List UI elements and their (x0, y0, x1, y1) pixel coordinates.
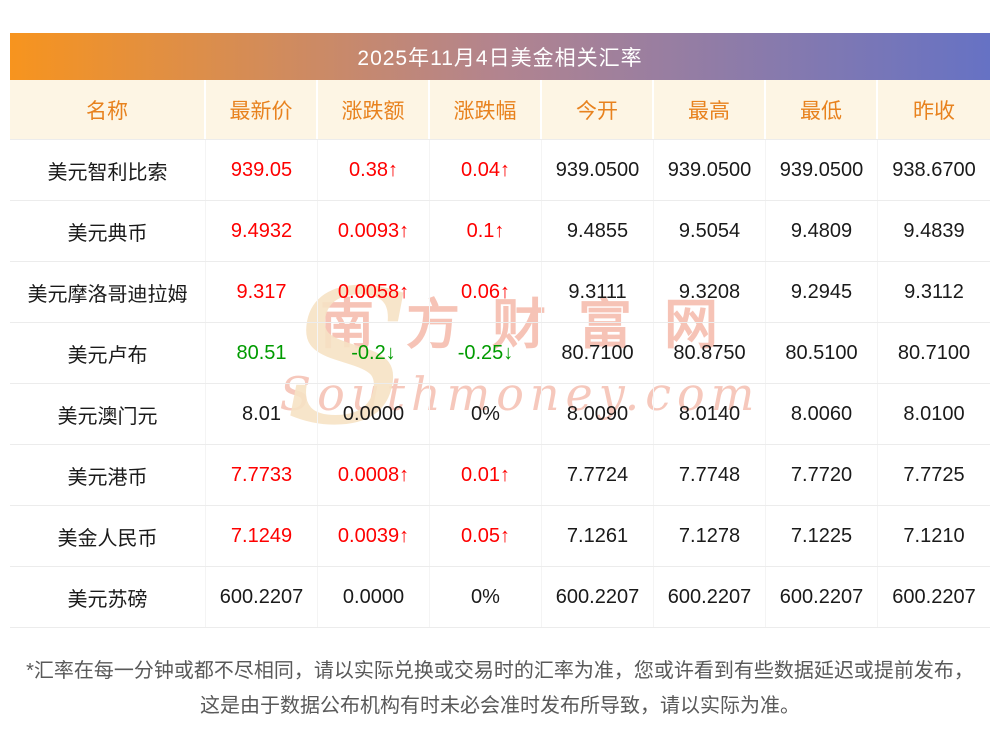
cell-open: 7.7724 (542, 445, 654, 505)
cell-high: 7.1278 (654, 506, 766, 566)
cell-change: 0.0039↑ (318, 506, 430, 566)
cell-pct: 0.1↑ (430, 201, 542, 261)
table-row: 美元澳门元 8.01 0.0000 0% 8.0090 8.0140 8.0060 8.010… (10, 384, 990, 445)
column-header-low: 最低 (766, 80, 878, 139)
cell-prev: 9.4839 (903, 219, 965, 242)
cell-open: 80.7100 (542, 323, 654, 383)
cell-open: 9.4855 (542, 201, 654, 261)
cell-price: 8.01 (206, 384, 318, 444)
cell-high: 939.0500 (654, 140, 766, 200)
cell-change: -0.2↓ (318, 323, 430, 383)
rates-table: S 南方财富网 Southmoney.com 名称 最新价 涨跌额 涨跌幅 今开 最高 最低… (10, 80, 990, 628)
table-row: 美元摩洛哥迪拉姆 9.317 0.0058↑ 0.06↑ 9.3111 9.3208 9.2… (10, 262, 990, 323)
cell-pct: 0% (430, 384, 542, 444)
cell-name: 美元苏磅 (10, 567, 206, 627)
table-body: 美元智利比索 939.05 0.38↑ 0.04↑ 939.0500 939.0500 93… (10, 140, 990, 628)
cell-open: 7.1261 (542, 506, 654, 566)
table-row: 美元卢布 80.51 -0.2↓ -0.25↓ 80.7100 80.8750 80.510… (10, 323, 990, 384)
cell-prev: 7.1210 (903, 524, 965, 547)
cell-change: 0.38↑ (318, 140, 430, 200)
column-header-open: 今开 (542, 80, 654, 139)
column-header-prev: 昨收 (913, 99, 955, 123)
cell-price: 9.317 (206, 262, 318, 322)
cell-low: 8.0060 (766, 384, 878, 444)
cell-prev: 80.7100 (897, 341, 971, 364)
cell-prev: 600.2207 (892, 585, 976, 608)
cell-price: 7.7733 (206, 445, 318, 505)
cell-low: 939.0500 (766, 140, 878, 200)
column-header-pct: 涨跌幅 (430, 80, 542, 139)
table-row: 美金人民币 7.1249 0.0039↑ 0.05↑ 7.1261 7.1278 7.122… (10, 506, 990, 567)
cell-price: 9.4932 (206, 201, 318, 261)
cell-low: 7.7720 (766, 445, 878, 505)
cell-open: 8.0090 (542, 384, 654, 444)
cell-high: 600.2207 (654, 567, 766, 627)
table-row: 美元苏磅 600.2207 0.0000 0% 600.2207 600.2207 600.… (10, 567, 990, 628)
cell-price: 939.05 (206, 140, 318, 200)
cell-price: 600.2207 (206, 567, 318, 627)
cell-pct: 0% (430, 567, 542, 627)
cell-open: 9.3111 (542, 262, 654, 322)
cell-prev: 8.0100 (903, 402, 965, 425)
cell-change: 0.0008↑ (318, 445, 430, 505)
table-row: 美元港币 7.7733 0.0008↑ 0.01↑ 7.7724 7.7748 7.7720… (10, 445, 990, 506)
cell-low: 80.5100 (766, 323, 878, 383)
cell-change: 0.0093↑ (318, 201, 430, 261)
cell-high: 8.0140 (654, 384, 766, 444)
cell-high: 80.8750 (654, 323, 766, 383)
cell-prev: 938.6700 (892, 158, 976, 181)
table-row: 美元典币 9.4932 0.0093↑ 0.1↑ 9.4855 9.5054 9.4809 9… (10, 201, 990, 262)
cell-pct: 0.06↑ (430, 262, 542, 322)
cell-name: 美元港币 (10, 445, 206, 505)
table-header-row: 名称 最新价 涨跌额 涨跌幅 今开 最高 最低 昨收 (10, 80, 990, 140)
cell-prev: 9.3112 (904, 280, 964, 303)
cell-low: 9.4809 (766, 201, 878, 261)
column-header-change: 涨跌额 (318, 80, 430, 139)
cell-change: 0.0000 (318, 567, 430, 627)
cell-high: 7.7748 (654, 445, 766, 505)
cell-name: 美元摩洛哥迪拉姆 (10, 262, 206, 322)
page-title: 2025年11月4日美金相关汇率 (357, 46, 643, 70)
cell-pct: -0.25↓ (430, 323, 542, 383)
cell-name: 美元智利比索 (10, 140, 206, 200)
cell-open: 600.2207 (542, 567, 654, 627)
column-header-price: 最新价 (206, 80, 318, 139)
cell-price: 7.1249 (206, 506, 318, 566)
cell-open: 939.0500 (542, 140, 654, 200)
cell-high: 9.3208 (654, 262, 766, 322)
cell-prev: 7.7725 (903, 463, 965, 486)
cell-low: 7.1225 (766, 506, 878, 566)
cell-price: 80.51 (206, 323, 318, 383)
column-header-name: 名称 (10, 80, 206, 139)
cell-change: 0.0058↑ (318, 262, 430, 322)
cell-name: 美金人民币 (10, 506, 206, 566)
cell-name: 美元典币 (10, 201, 206, 261)
cell-high: 9.5054 (654, 201, 766, 261)
table-row: 美元智利比索 939.05 0.38↑ 0.04↑ 939.0500 939.0500 93… (10, 140, 990, 201)
cell-name: 美元澳门元 (10, 384, 206, 444)
cell-pct: 0.01↑ (430, 445, 542, 505)
footnote: *汇率在每一分钟或都不尽相同，请以实际兑换或交易时的汇率为准，您或许看到有些数据… (26, 660, 974, 717)
title-bar: 2025年11月4日美金相关汇率 (10, 33, 990, 80)
cell-low: 9.2945 (766, 262, 878, 322)
cell-name: 美元卢布 (10, 323, 206, 383)
cell-change: 0.0000 (318, 384, 430, 444)
column-header-high: 最高 (654, 80, 766, 139)
cell-pct: 0.05↑ (430, 506, 542, 566)
cell-low: 600.2207 (766, 567, 878, 627)
cell-pct: 0.04↑ (430, 140, 542, 200)
